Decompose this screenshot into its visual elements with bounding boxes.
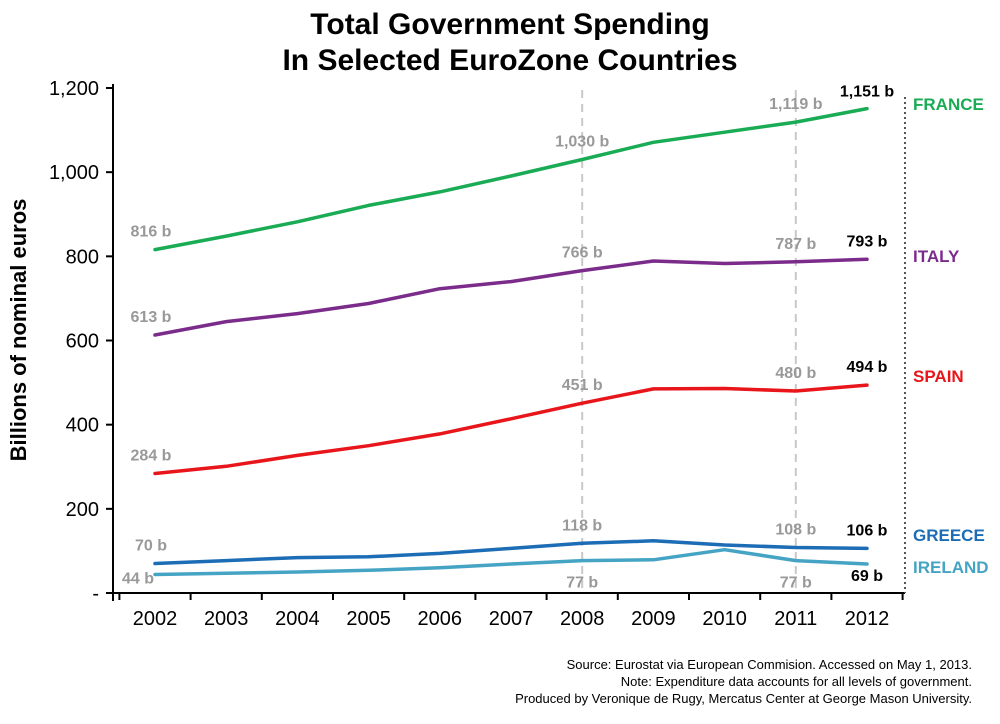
y-axis-label: Billions of nominal euros [6, 199, 31, 462]
series-name-spain: SPAIN [913, 367, 964, 386]
source-note: Source: Eurostat via European Commision.… [566, 657, 972, 672]
x-tick-label: 2009 [631, 608, 676, 630]
y-tick-label: 400 [66, 415, 99, 437]
y-tick-label: 800 [66, 246, 99, 268]
data-label-ireland-2012: 69 b [851, 568, 883, 585]
series-name-ireland: IRELAND [913, 558, 989, 577]
x-axis-ticks: 2002 2003 2004 2005 2006 2007 2008 2009 2010 2011… [118, 593, 904, 630]
x-tick-label: 2006 [418, 608, 463, 630]
data-label-greece-2011: 108 b [775, 522, 816, 539]
data-label-spain-2008: 451 b [562, 377, 603, 394]
series-line-italy [153, 257, 869, 337]
data-label-spain-2012: 494 b [847, 359, 888, 376]
axes [112, 84, 906, 601]
x-tick-label: 2004 [275, 608, 320, 630]
data-label-france-2011: 1,119 b [769, 96, 823, 113]
data-label-italy-2011: 787 b [775, 236, 816, 253]
data-label-spain-2002: 284 b [131, 447, 172, 464]
x-tick-label: 2012 [845, 608, 890, 630]
data-label-italy-2002: 613 b [131, 309, 172, 326]
y-tick-label: 1,200 [49, 78, 99, 100]
data-label-italy-2008: 766 b [562, 245, 603, 262]
data-label-italy-2012: 793 b [847, 233, 888, 250]
y-axis-ticks: - 200 400 600 800 1,000 1,200 [49, 78, 113, 605]
data-label-france-2002: 816 b [131, 224, 172, 241]
series-name-italy: ITALY [913, 247, 960, 266]
data-label-greece-2002: 70 b [135, 538, 167, 555]
data-label-greece-2008: 118 b [562, 517, 602, 534]
y-tick-label: 200 [66, 499, 99, 521]
x-tick-label: 2002 [133, 608, 178, 630]
series-line-ireland [153, 547, 869, 577]
x-tick-label: 2008 [560, 608, 605, 630]
expenditure-note: Note: Expenditure data accounts for all … [620, 674, 972, 689]
data-label-ireland-2008: 77 b [566, 575, 598, 592]
series-name-greece: GREECE [913, 526, 985, 545]
data-label-france-2012: 1,151 b [840, 84, 894, 101]
series-lines [153, 106, 869, 577]
data-label-ireland-2011: 77 b [780, 575, 812, 592]
x-tick-label: 2005 [346, 608, 391, 630]
y-tick-label: 600 [66, 331, 99, 353]
series-line-greece [153, 539, 869, 566]
data-label-ireland-2002: 44 b [122, 570, 154, 587]
data-labels: 816 b 1,030 b 1,119 b 1,151 b 613 b 766 b 787 … [122, 84, 894, 592]
series-line-france [153, 106, 869, 252]
data-label-greece-2012: 106 b [847, 522, 888, 539]
producer-note: Produced by Veronique de Rugy, Mercatus … [515, 691, 972, 706]
chart-title-line-2: In Selected EuroZone Countries [282, 44, 738, 77]
x-tick-label: 2011 [774, 608, 817, 630]
x-tick-label: 2010 [702, 608, 747, 630]
series-line-spain [153, 383, 869, 476]
data-label-france-2008: 1,030 b [555, 134, 609, 151]
y-tick-label: - [92, 583, 99, 605]
series-name-france: FRANCE [913, 95, 984, 114]
y-tick-label: 1,000 [49, 162, 99, 184]
x-tick-label: 2003 [204, 608, 249, 630]
x-tick-label: 2007 [489, 608, 534, 630]
guide-lines [581, 90, 797, 593]
data-label-spain-2011: 480 b [775, 365, 816, 382]
chart-title-line-1: Total Government Spending [310, 8, 710, 41]
series-names: FRANCE ITALY SPAIN GREECE IRELAND [913, 95, 989, 577]
